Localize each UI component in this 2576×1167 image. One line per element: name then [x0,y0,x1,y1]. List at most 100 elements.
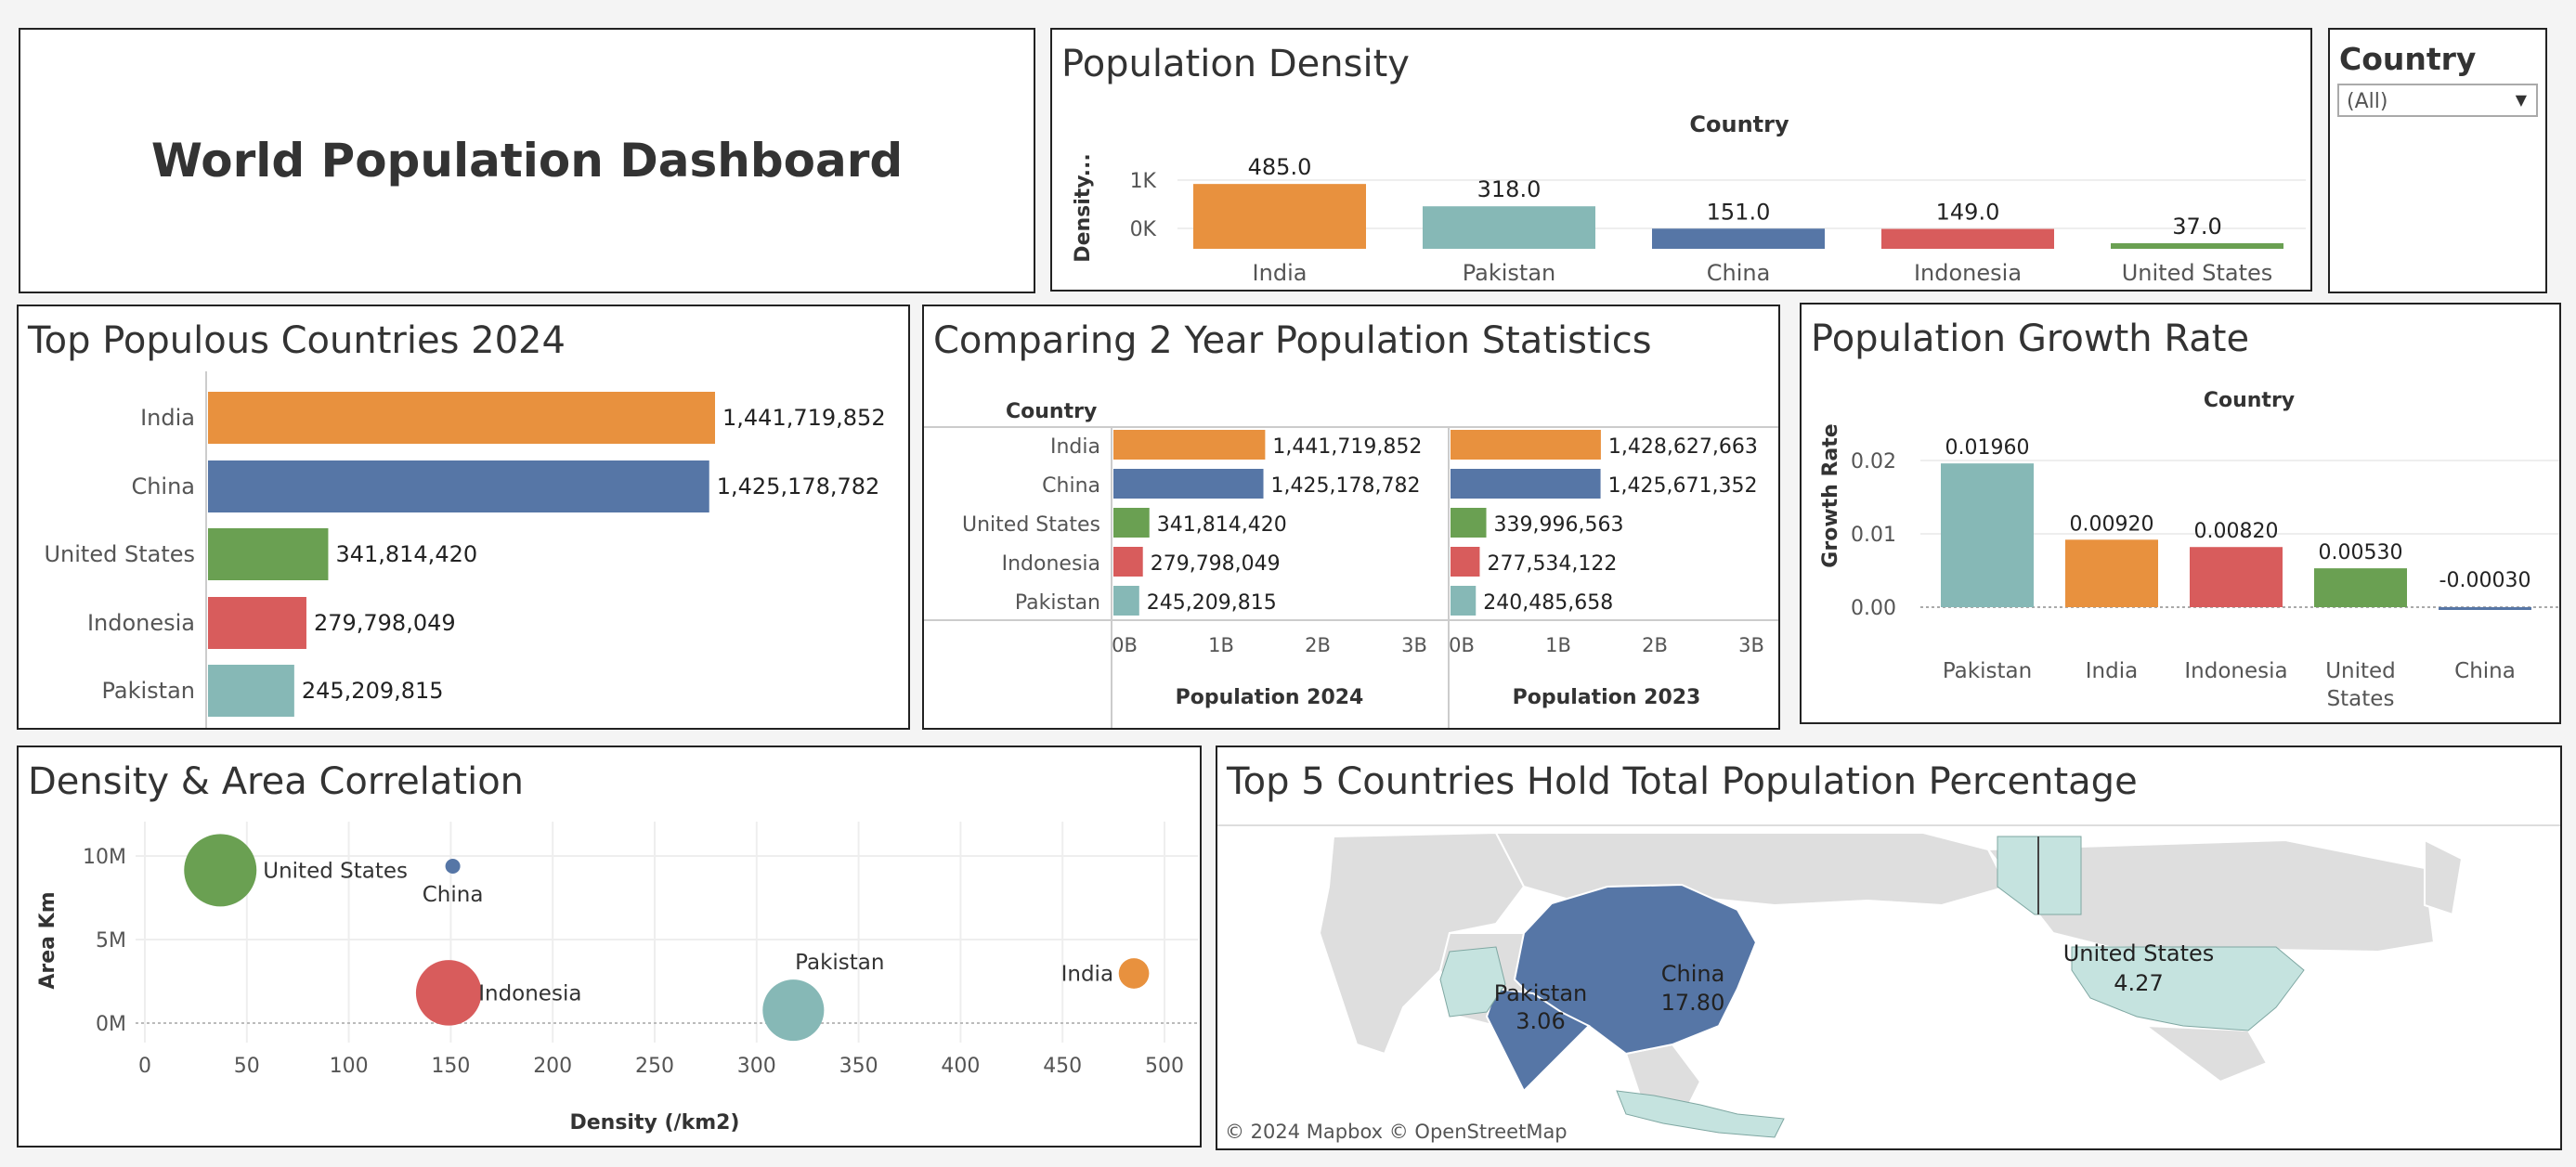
country-filter-dropdown[interactable]: (All) ▼ [2337,84,2538,117]
compare-x-tick: 1B [1545,634,1571,656]
top-category-label: Pakistan [102,678,196,704]
growth-chart: Country Growth Rate 0.02 0.01 0.00 0.01960 Pak… [1819,389,2559,711]
density-x-tick: China [1707,260,1771,286]
scatter-y-tick: 0M [96,1013,126,1036]
density-data-label: 149.0 [1936,200,2000,226]
map-label-united-states: United States [2063,940,2215,966]
top-category-label: Indonesia [87,610,195,636]
world-map[interactable]: China 17.80 Pakistan 3.06 United States … [1217,747,2560,1148]
top-data-label: 1,441,719,852 [722,405,886,431]
density-panel: Population Density Country Density... 1K 0K… [1050,28,2312,292]
compare-bar-pakistan [1451,586,1477,616]
land-united-states [2071,946,2305,1031]
growth-x-tick: States [2327,687,2395,711]
compare-row-header: Country [1006,400,1097,423]
scatter-x-tick: 400 [941,1055,980,1078]
scatter-point-pakistan [762,979,825,1042]
compare-data-label: 277,534,122 [1487,552,1617,576]
map-value-united-states: 4.27 [2114,970,2163,996]
scatter-x-tick: 150 [431,1055,470,1078]
density-bar-united-states [2111,243,2283,249]
scatter-x-tick: 350 [839,1055,878,1078]
scatter-x-tick: 0 [138,1055,151,1078]
compare-bar-united-states [1451,508,1487,538]
scatter-point-label: Indonesia [478,981,581,1005]
compare-x-tick: 2B [1305,634,1331,656]
scatter-y-tick: 5M [96,929,126,953]
compare-bar-indonesia [1113,547,1143,577]
density-data-label: 37.0 [2172,214,2221,240]
land-indonesia [1616,1090,1785,1138]
land-pakistan [1439,946,1506,1018]
compare-data-label: 240,485,658 [1483,591,1613,615]
land-greenland [2424,838,2464,916]
country-filter-panel: Country (All) ▼ [2328,28,2547,293]
growth-data-label: 0.00920 [2070,512,2154,536]
map-label-pakistan: Pakistan [1494,980,1588,1006]
compare-x-axis-title: Population 2023 [1513,686,1701,709]
top-data-label: 279,798,049 [314,610,456,636]
growth-x-tick: Pakistan [1943,659,2032,683]
growth-data-label: 0.01960 [1945,436,2030,460]
growth-panel: Population Growth Rate Country Growth Rat… [1800,303,2561,724]
growth-x-tick: Indonesia [2184,659,2287,683]
growth-x-axis-title: Country [2204,389,2295,412]
density-y-tick: 0K [1130,218,1157,241]
compare-bar-china [1451,469,1601,499]
compare-x-tick: 3B [1401,634,1427,656]
top-bar-indonesia [208,597,306,649]
growth-y-tick: 0.01 [1851,524,1896,547]
density-x-tick: India [1253,260,1308,286]
title-panel: World Population Dashboard [19,28,1035,293]
density-x-axis-title: Country [1689,111,1789,137]
growth-data-label: -0.00030 [2439,569,2531,592]
scatter-x-tick: 450 [1043,1055,1082,1078]
comparison-chart: Country India China United States Indonesia P… [924,400,1778,728]
dashboard-title: World Population Dashboard [150,134,904,188]
growth-x-tick: United [2325,659,2396,683]
land-india [1485,987,1591,1093]
top-bar-india [208,392,715,444]
scatter-y-axis-title: Area Km [36,891,59,989]
filter-selected-value: (All) [2347,90,2388,113]
growth-bar-china [2439,607,2531,610]
scatter-point-united-states [184,834,257,907]
compare-category-label: United States [962,513,1100,537]
growth-y-tick: 0.02 [1851,450,1896,473]
compare-x-tick: 2B [1642,634,1668,656]
density-title: Population Density [1061,43,1410,85]
growth-bar-indonesia [2190,547,2283,607]
compare-x-tick: 0B [1112,634,1138,656]
scatter-point-label: China [423,883,484,907]
density-bar-indonesia [1881,228,2054,249]
density-x-tick: United States [2122,260,2273,286]
top-populous-chart: India 1,441,719,852 China 1,425,178,782 Unit… [44,371,886,728]
scatter-point-china [445,859,461,875]
growth-bar-india [2065,539,2158,607]
compare-bar-china [1113,469,1264,499]
density-y-axis-title: Density... [1072,153,1095,262]
scatter-x-tick: 250 [635,1055,674,1078]
density-data-label: 318.0 [1477,176,1542,202]
compare-data-label: 339,996,563 [1494,513,1624,537]
scatter-y-tick: 10M [83,846,126,869]
compare-x-tick: 1B [1208,634,1234,656]
density-data-label: 151.0 [1707,199,1771,225]
correlation-title: Density & Area Correlation [28,760,525,803]
compare-category-label: Indonesia [1002,552,1100,576]
map-value-china: 17.80 [1661,990,1725,1016]
scatter-x-tick: 300 [737,1055,776,1078]
top-category-label: China [131,473,195,499]
scatter-x-tick: 200 [533,1055,572,1078]
scatter-x-tick: 100 [330,1055,369,1078]
compare-data-label: 1,425,671,352 [1608,474,1758,498]
compare-data-label: 341,814,420 [1157,513,1287,537]
top-data-label: 341,814,420 [335,541,477,567]
top-category-label: India [140,405,195,431]
chevron-down-icon: ▼ [2515,91,2527,109]
filter-title: Country [2339,41,2477,77]
growth-title: Population Growth Rate [1811,318,2250,360]
scatter-point-label: India [1061,962,1113,986]
compare-category-label: India [1050,435,1100,459]
top-category-label: United States [44,541,195,567]
